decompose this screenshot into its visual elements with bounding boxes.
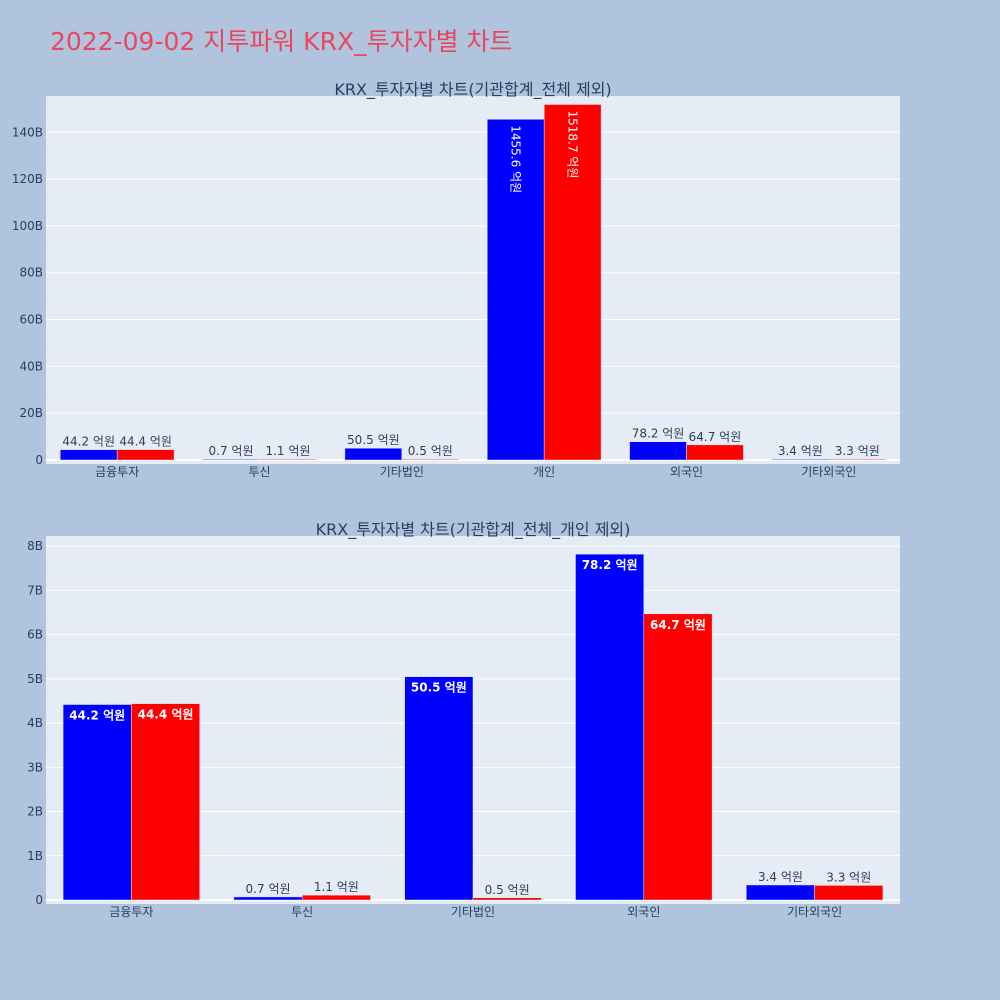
data-label: 1455.6 억원 — [509, 125, 523, 193]
bar — [116, 449, 175, 461]
y-tick-label: 8B — [27, 539, 43, 553]
data-label: 0.7 억원 — [246, 882, 291, 896]
y-tick-label: 2B — [27, 805, 43, 819]
bar — [233, 896, 303, 901]
bar — [814, 885, 884, 901]
data-label: 1518.7 억원 — [566, 110, 580, 178]
bar — [404, 676, 474, 901]
y-tick-label: 120B — [12, 172, 43, 186]
y-tick-label: 0 — [35, 453, 43, 467]
bar — [344, 447, 403, 461]
data-label: 3.4 억원 — [778, 444, 823, 458]
y-tick-label: 1B — [27, 849, 43, 863]
data-label: 3.3 억원 — [826, 870, 871, 884]
y-tick-label: 4B — [27, 716, 43, 730]
bar — [301, 894, 371, 901]
bar — [746, 884, 815, 901]
bar — [259, 458, 317, 461]
data-label: 64.7 억원 — [650, 618, 706, 632]
data-label: 50.5 억원 — [347, 433, 400, 447]
x-tick-label: 외국인 — [670, 465, 703, 479]
bar — [828, 458, 887, 461]
page-title: 2022-09-02 지투파워 KRX_투자자별 차트 — [50, 27, 513, 56]
data-label: 3.4 억원 — [758, 870, 803, 884]
data-label: 50.5 억원 — [411, 681, 467, 695]
y-tick-label: 20B — [19, 406, 43, 420]
data-label: 78.2 억원 — [582, 558, 638, 572]
data-label: 0.5 억원 — [485, 883, 530, 897]
x-tick-label: 투신 — [248, 465, 270, 479]
bar — [543, 104, 602, 461]
y-tick-label: 60B — [19, 313, 43, 327]
x-tick-label: 투신 — [291, 905, 313, 919]
bar — [575, 553, 645, 901]
y-tick-label: 140B — [12, 125, 43, 139]
data-label: 3.3 억원 — [835, 444, 880, 458]
data-label: 0.7 억원 — [209, 444, 254, 458]
bar — [472, 897, 542, 901]
data-label: 44.2 억원 — [62, 435, 115, 449]
y-tick-label: 100B — [12, 219, 43, 233]
subplot-title: KRX_투자자별 차트(기관합계_전체 제외) — [334, 80, 611, 100]
x-tick-label: 기타외국인 — [801, 465, 856, 479]
data-label: 44.4 억원 — [119, 435, 172, 449]
data-label: 64.7 억원 — [689, 430, 742, 444]
bar — [486, 119, 545, 461]
data-label: 1.1 억원 — [265, 444, 310, 458]
subplot-title: KRX_투자자별 차트(기관합계_전체_개인 제외) — [316, 520, 631, 540]
y-tick-label: 3B — [27, 760, 43, 774]
x-tick-label: 기타법인 — [380, 465, 424, 479]
bar — [686, 444, 744, 461]
y-tick-label: 80B — [19, 266, 43, 280]
data-label: 1.1 억원 — [314, 880, 359, 894]
x-tick-label: 외국인 — [627, 905, 660, 919]
y-tick-label: 40B — [19, 359, 43, 373]
x-tick-label: 금융투자 — [95, 465, 139, 479]
data-label: 44.2 억원 — [69, 709, 125, 723]
bar — [401, 458, 460, 461]
x-tick-label: 금융투자 — [109, 905, 153, 919]
y-tick-label: 0 — [35, 893, 43, 907]
y-tick-label: 5B — [27, 672, 43, 686]
data-label: 44.4 억원 — [138, 708, 194, 722]
y-tick-label: 7B — [27, 583, 43, 597]
x-tick-label: 기타법인 — [451, 905, 495, 919]
data-label: 78.2 억원 — [632, 427, 685, 441]
chart-top: 0 20B 40B 60B 80B 100B 120B 140B KRX_투자자별 차트(기관합… — [12, 80, 900, 479]
data-label: 0.5 억원 — [408, 444, 453, 458]
plot-area — [46, 96, 900, 464]
x-tick-label: 기타외국인 — [787, 905, 842, 919]
x-tick-label: 개인 — [533, 465, 555, 479]
bar — [131, 703, 200, 901]
bar — [62, 704, 132, 901]
bar — [643, 613, 713, 901]
y-tick-label: 6B — [27, 628, 43, 642]
